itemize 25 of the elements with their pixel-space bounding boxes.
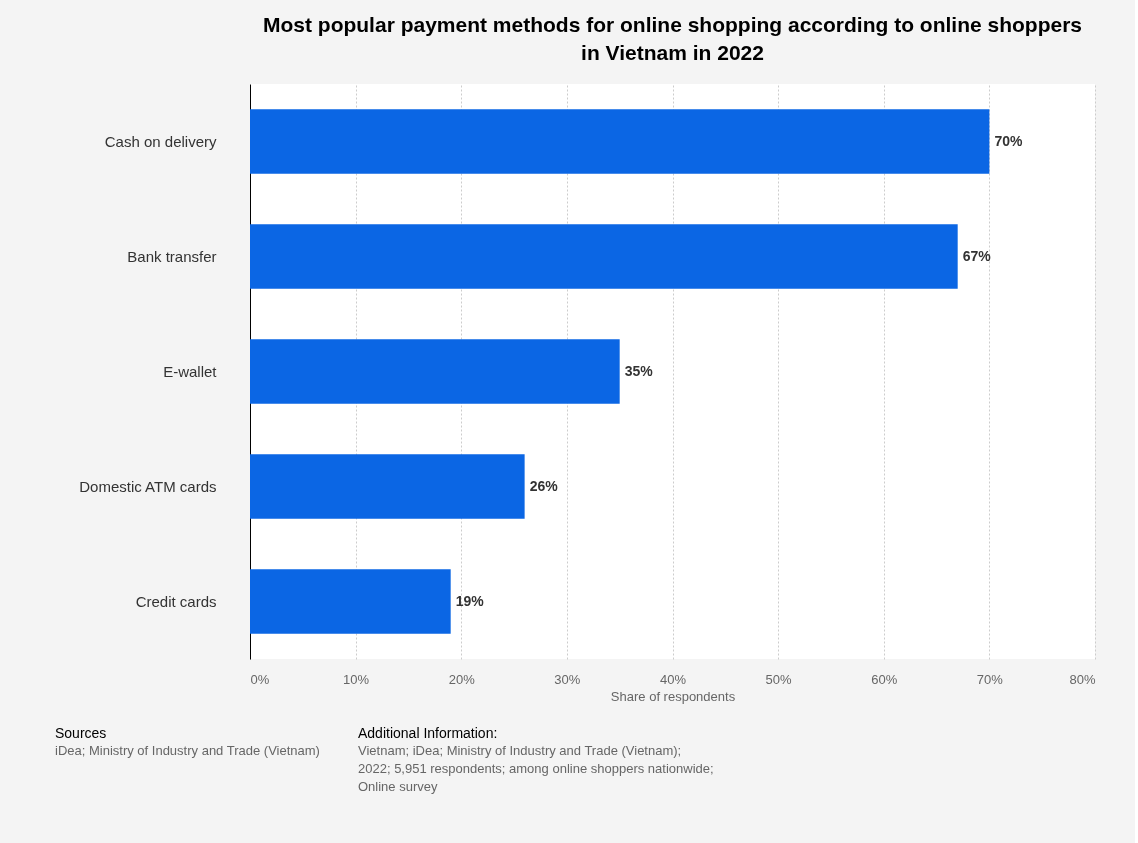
- chart-title: Most popular payment methods for online shopping according to online shoppers in Vietnam in 2022: [262, 13, 1083, 64]
- text: Additional Information:: [358, 725, 498, 741]
- x-tick-label: 30%: [554, 671, 581, 687]
- text: Vietnam; iDea; Ministry of Industry and Trade (Vietnam); 2022; 5,951 respondents; among online shoppers nationwide; Online survey: [358, 743, 714, 794]
- y-tick-label: Credit cards: [135, 592, 217, 610]
- data-label: 26%: [529, 477, 559, 494]
- x-tick-label: 0%: [250, 671, 270, 687]
- data-label: 35%: [624, 362, 654, 379]
- x-tick-label: 10%: [343, 671, 370, 687]
- x-tick-label: 70%: [976, 671, 1004, 687]
- y-tick-label: Bank transfer: [127, 247, 217, 265]
- x-tick-label: 20%: [448, 671, 476, 687]
- y-tick-label: Cash on delivery: [104, 132, 217, 150]
- text: iDea; Ministry of Industry and Trade (Vietnam): [55, 743, 320, 758]
- x-tick-label: 40%: [659, 671, 687, 687]
- y-tick-label: Domestic ATM cards: [79, 477, 217, 495]
- x-axis-title: Share of respondents: [610, 688, 736, 704]
- x-tick-label: 50%: [765, 671, 793, 687]
- y-tick-label: E-wallet: [163, 362, 218, 380]
- data-label: 19%: [455, 592, 485, 609]
- x-tick-label: 60%: [871, 671, 898, 687]
- data-label: 67%: [962, 247, 992, 264]
- text: Sources: [55, 725, 107, 741]
- x-tick-label: 80%: [1069, 671, 1096, 687]
- data-label: 70%: [994, 132, 1023, 149]
